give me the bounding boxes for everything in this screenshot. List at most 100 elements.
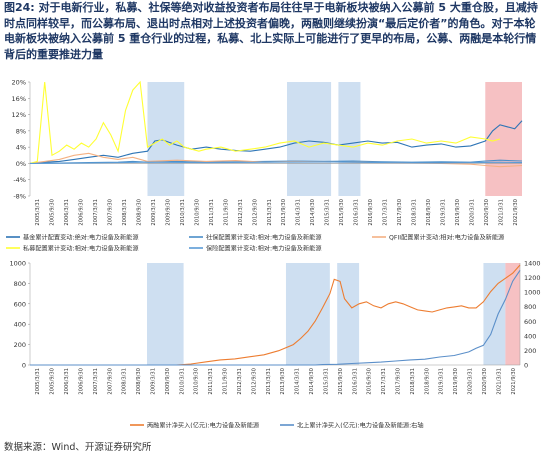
x-tick-label: 2010/3/31 bbox=[180, 199, 186, 226]
x-tick-label: 2011/3/31 bbox=[208, 368, 214, 395]
y-tick-label-right: 600 bbox=[524, 318, 536, 326]
series-line bbox=[29, 80, 501, 164]
y-tick-label-right: 0 bbox=[524, 362, 528, 370]
shaded-period-red bbox=[485, 82, 522, 196]
y-tick-label: 400 bbox=[14, 321, 26, 329]
x-tick-label: 2021/9/30 bbox=[513, 199, 519, 226]
shaded-period-blue bbox=[287, 82, 332, 196]
x-tick-label: 2008/9/30 bbox=[136, 368, 142, 395]
x-tick-label: 2020/9/30 bbox=[482, 368, 488, 395]
x-tick-label: 2007/3/31 bbox=[93, 368, 99, 395]
x-tick-label: 2009/9/30 bbox=[165, 199, 171, 226]
x-tick-label: 2007/9/30 bbox=[108, 199, 114, 226]
legend-label: 北上累计净买入(亿元):电力设备及新能源:右轴 bbox=[297, 422, 424, 430]
x-tick-label: 2018/3/31 bbox=[411, 199, 417, 226]
y-tick-label: -4% bbox=[13, 176, 26, 184]
x-tick-label: 2018/3/31 bbox=[410, 368, 416, 395]
y-tick-label-right: 1400 bbox=[524, 260, 541, 268]
x-tick-label: 2017/9/30 bbox=[396, 368, 402, 395]
y-tick-label-right: 1200 bbox=[524, 274, 541, 282]
x-tick-label: 2006/9/30 bbox=[79, 199, 85, 226]
x-tick-label: 2020/9/30 bbox=[484, 199, 490, 226]
legend-label: QFII配置累计变动:相对:电力设备及新能源 bbox=[389, 234, 504, 242]
x-tick-label: 2014/3/31 bbox=[295, 368, 301, 395]
x-tick-label: 2013/9/30 bbox=[280, 368, 286, 395]
x-tick-label: 2011/9/30 bbox=[223, 368, 229, 395]
series-line bbox=[29, 161, 523, 164]
legend-label: 两融累计净买入(亿元):电力设备及新能源 bbox=[147, 422, 259, 430]
x-tick-label: 2012/3/31 bbox=[237, 368, 243, 395]
x-tick-label: 2007/9/30 bbox=[107, 368, 113, 395]
x-tick-label: 2005/3/31 bbox=[35, 368, 41, 395]
series-line bbox=[30, 269, 521, 366]
x-tick-label: 2012/9/30 bbox=[251, 368, 257, 395]
source-note: 数据来源：Wind、开源证券研究所 bbox=[4, 442, 152, 453]
x-tick-label: 2014/3/31 bbox=[296, 199, 302, 226]
x-tick-label: 2016/9/30 bbox=[368, 199, 374, 226]
x-tick-label: 2013/9/30 bbox=[281, 199, 287, 226]
shaded-period-blue bbox=[337, 263, 360, 365]
y-tick-label: 1000 bbox=[9, 260, 26, 268]
y-tick-label: 200 bbox=[14, 341, 26, 349]
y-tick-label: 800 bbox=[14, 280, 26, 288]
x-tick-label: 2016/3/31 bbox=[354, 199, 360, 226]
x-tick-label: 2018/9/30 bbox=[426, 199, 432, 226]
x-tick-label: 2008/3/31 bbox=[122, 199, 128, 226]
y-tick-label: 4% bbox=[16, 144, 26, 152]
y-tick-label: 16% bbox=[12, 95, 26, 103]
figure-number: 图24: bbox=[4, 1, 35, 14]
x-tick-label: 2021/3/31 bbox=[498, 199, 504, 226]
x-tick-label: 2015/3/31 bbox=[325, 199, 331, 226]
x-tick-label: 2006/9/30 bbox=[78, 368, 84, 395]
figure-caption: 图24: 对于电新行业，私募、社保等绝对收益投资者布局往往早于电新板块被纳入公募… bbox=[4, 0, 546, 62]
x-tick-label: 2013/3/31 bbox=[266, 368, 272, 395]
x-tick-label: 2006/3/31 bbox=[64, 368, 70, 395]
x-tick-label: 2019/3/31 bbox=[440, 199, 446, 226]
x-tick-label: 2009/3/31 bbox=[151, 199, 157, 226]
legend-label: 保险配置累计变动:相对:电力设备及新能源 bbox=[206, 245, 322, 253]
y-tick-label-right: 400 bbox=[524, 332, 536, 340]
x-tick-label: 2017/3/31 bbox=[383, 199, 389, 226]
x-tick-label: 2012/9/30 bbox=[252, 199, 258, 226]
shaded-period-blue bbox=[285, 263, 330, 365]
x-tick-label: 2005/3/31 bbox=[35, 199, 41, 226]
y-tick-label: 12% bbox=[12, 111, 26, 119]
x-tick-label: 2011/9/30 bbox=[223, 199, 229, 226]
x-tick-label: 2018/9/30 bbox=[424, 368, 430, 395]
x-tick-label: 2017/9/30 bbox=[397, 199, 403, 226]
x-tick-label: 2017/3/31 bbox=[381, 368, 387, 395]
y-tick-label: 20% bbox=[12, 79, 26, 87]
series-line bbox=[29, 120, 523, 164]
caption-text: 对于电新行业，私募、社保等绝对收益投资者布局往往早于电新板块被纳入公募前 5 大… bbox=[4, 1, 538, 61]
y-tick-label-right: 1000 bbox=[524, 289, 541, 297]
y-tick-label: -8% bbox=[13, 193, 26, 201]
x-tick-label: 2010/3/31 bbox=[179, 368, 185, 395]
x-tick-label: 2005/9/30 bbox=[50, 368, 56, 395]
x-tick-label: 2005/9/30 bbox=[50, 199, 56, 226]
x-tick-label: 2019/9/30 bbox=[455, 199, 461, 226]
x-tick-label: 2016/9/30 bbox=[367, 368, 373, 395]
x-tick-label: 2009/3/31 bbox=[151, 368, 157, 395]
shaded-period-blue bbox=[483, 263, 506, 365]
x-tick-label: 2021/3/31 bbox=[496, 368, 502, 395]
legend-label: 私募配置累计变动:相对:电力设备及新能源 bbox=[23, 245, 139, 253]
shaded-period-blue bbox=[147, 82, 185, 196]
x-tick-label: 2008/3/31 bbox=[122, 368, 128, 395]
series-line bbox=[30, 264, 521, 366]
y-tick-label: 0% bbox=[16, 160, 26, 168]
series-line bbox=[29, 152, 523, 168]
x-tick-label: 2013/3/31 bbox=[267, 199, 273, 226]
x-tick-label: 2015/9/30 bbox=[338, 368, 344, 395]
y-tick-label-right: 800 bbox=[524, 303, 536, 311]
x-tick-label: 2020/3/31 bbox=[468, 368, 474, 395]
x-tick-label: 2014/9/30 bbox=[309, 368, 315, 395]
x-tick-label: 2015/3/31 bbox=[323, 368, 329, 395]
x-tick-label: 2008/9/30 bbox=[137, 199, 143, 226]
x-tick-label: 2010/9/30 bbox=[194, 368, 200, 395]
x-tick-label: 2020/3/31 bbox=[469, 199, 475, 226]
x-tick-label: 2016/3/31 bbox=[352, 368, 358, 395]
x-tick-label: 2009/9/30 bbox=[165, 368, 171, 395]
y-tick-label: 8% bbox=[16, 127, 26, 135]
x-tick-label: 2015/9/30 bbox=[339, 199, 345, 226]
